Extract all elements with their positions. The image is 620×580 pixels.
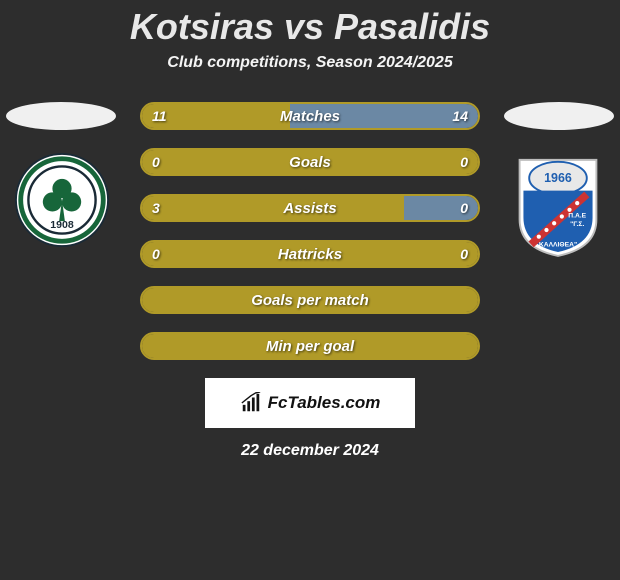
svg-text:ΚΑΛΛΙΘΕΑ": ΚΑΛΛΙΘΕΑ" <box>539 241 577 248</box>
stat-bar: Min per goal <box>140 332 480 360</box>
svg-text:Π.Α.Ε: Π.Α.Ε <box>568 212 586 219</box>
bar-value-left: 3 <box>152 196 160 220</box>
title-vs: vs <box>284 6 324 47</box>
subtitle: Club competitions, Season 2024/2025 <box>0 54 620 72</box>
bar-label: Goals <box>142 150 478 174</box>
bar-label: Min per goal <box>142 334 478 358</box>
player2-name: Pasalidis <box>334 6 490 47</box>
stat-bar: Goals per match <box>140 286 480 314</box>
stat-bars: Matches1114Goals00Assists30Hattricks00Go… <box>140 102 480 360</box>
svg-text:1966: 1966 <box>544 171 572 185</box>
stat-bar: Assists3 0 <box>140 194 480 222</box>
bar-value-right: 0 <box>460 242 468 266</box>
bar-label: Hattricks <box>142 242 478 266</box>
stat-bar: Hattricks0 0 <box>140 240 480 268</box>
stat-bar: Goals0 0 <box>140 148 480 176</box>
watermark-text: FcTables.com <box>268 393 381 413</box>
bar-value-left: 11 <box>152 104 167 128</box>
chart-icon <box>240 392 262 414</box>
bar-label: Goals per match <box>142 288 478 312</box>
bar-value-right: 0 <box>460 196 468 220</box>
right-team-crest: 1966 Π.Α.Ε "Γ.Σ. ΚΑΛΛΙΘΕΑ" <box>510 152 606 248</box>
left-ellipse <box>6 102 116 130</box>
comparison-container: 1908 1966 Π.Α.Ε "Γ.Σ. ΚΑΛΛΙΘΕΑ" Matches1… <box>0 102 620 360</box>
bar-value-left: 0 <box>152 150 160 174</box>
bar-value-right: 0 <box>460 150 468 174</box>
page-title: Kotsiras vs Pasalidis <box>0 0 620 48</box>
watermark: FcTables.com <box>205 378 415 428</box>
bar-label: Matches <box>142 104 478 128</box>
player1-name: Kotsiras <box>130 6 274 47</box>
bar-value-left: 0 <box>152 242 160 266</box>
svg-text:"Γ.Σ.: "Γ.Σ. <box>570 221 584 228</box>
stat-bar: Matches11 14 <box>140 102 480 130</box>
date-text: 22 december 2024 <box>0 442 620 460</box>
left-team-crest: 1908 <box>14 152 110 248</box>
bar-value-right: 14 <box>452 104 468 128</box>
svg-text:1908: 1908 <box>50 219 74 231</box>
right-ellipse <box>504 102 614 130</box>
bar-label: Assists <box>142 196 478 220</box>
